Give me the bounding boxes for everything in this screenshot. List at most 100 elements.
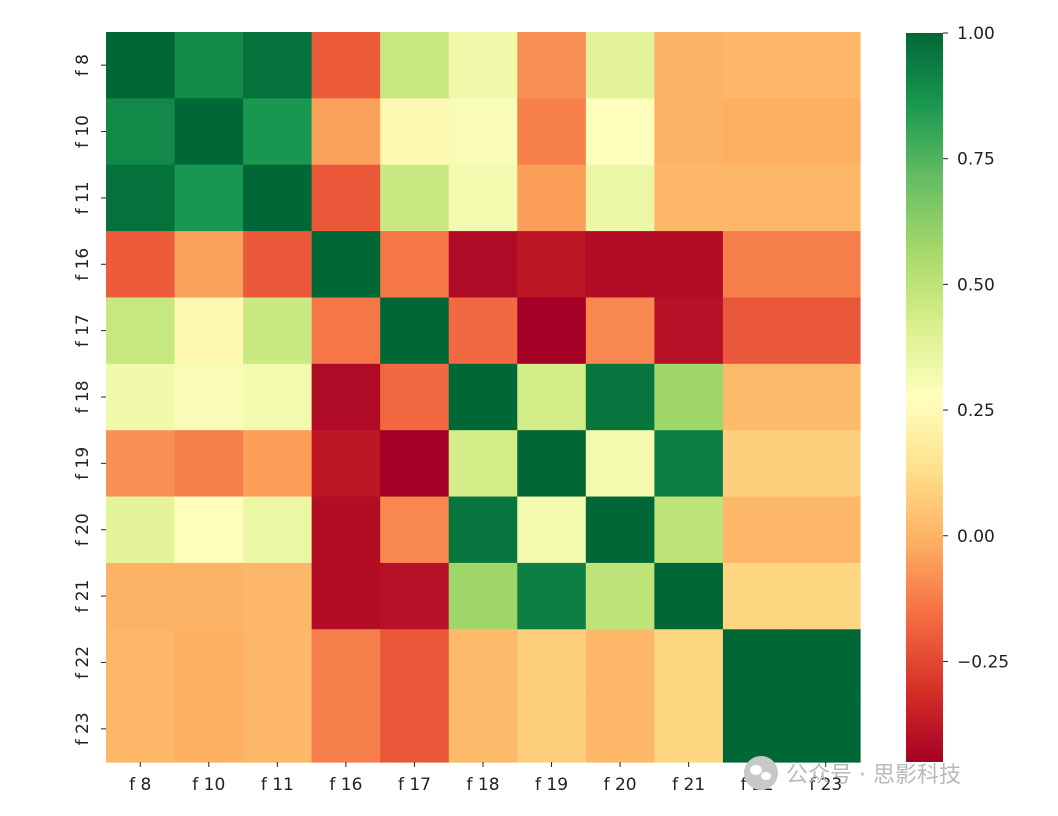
heatmap-cell [311,629,381,697]
heatmap-cell [243,562,313,630]
x-tick-label: f 23 [809,775,842,795]
x-tick-label: f 11 [261,775,294,795]
heatmap-cell [722,231,793,299]
watermark-text: 公众号 · 思影科技 [786,763,961,788]
colorbar-tick-label: 0.00 [957,527,995,547]
heatmap-cell [106,297,176,365]
heatmap-cell [585,562,655,630]
heatmap-cell [517,629,587,697]
colorbar-tick-label: 0.50 [957,275,995,295]
heatmap-cell [585,695,655,763]
y-tick-label: f 19 [73,447,93,480]
heatmap-cell [585,430,655,498]
heatmap-cell [654,562,724,630]
heatmap-cell [243,496,313,564]
heatmap-cell [722,562,793,630]
heatmap-cell [106,363,176,431]
heatmap-cell [585,629,655,697]
heatmap-cell [448,231,518,299]
heatmap-cell [448,695,518,763]
heatmap-cell [380,32,450,99]
heatmap-cell [722,430,793,498]
heatmap-cell [311,98,381,166]
heatmap-cell [791,629,861,697]
heatmap-cell [311,430,381,498]
heatmap-cell [654,363,724,431]
heatmap-cell [585,231,655,299]
heatmap-cell [791,231,861,299]
heatmap-cell [380,562,450,630]
y-axis-tick-labels: f 8 f 10 f 11 f 16 f 17 f 18 f 19 f 20 f 21 f 22 f… [73,54,106,745]
y-tick-label: f 8 [73,54,93,76]
x-tick-label: f 18 [466,775,499,795]
heatmap-cell [380,363,450,431]
heatmap-cell [106,32,176,99]
heatmap-cell [380,496,450,564]
heatmap-cell [311,32,381,99]
heatmap-cell [654,297,724,365]
x-tick-label: f 8 [129,775,151,795]
heatmap-cell [243,695,313,763]
heatmap-cell [585,297,655,365]
heatmap-cell [174,562,244,630]
y-tick-label: f 18 [73,380,93,413]
heatmap-cell [174,430,244,498]
heatmap-cell [517,164,587,232]
heatmap-cell [380,297,450,365]
heatmap-cell [517,430,587,498]
heatmap-cell [243,32,313,99]
heatmap-cell [517,32,587,99]
wechat-icon [744,756,778,790]
y-tick-label: f 20 [73,513,93,546]
heatmap-cell [380,430,450,498]
heatmap-cell [106,496,176,564]
heatmap-cell [380,629,450,697]
heatmap-cell [654,231,724,299]
heatmap-cell [448,430,518,498]
heatmap-cell [722,297,793,365]
heatmap-cell [517,98,587,166]
heatmap-cell [106,231,176,299]
heatmap-cell [380,164,450,232]
heatmap-cell [243,231,313,299]
colorbar-tick-label: 1.00 [957,24,995,44]
heatmap-cell [174,164,244,232]
heatmap-cell [722,629,793,697]
heatmap-cell [448,629,518,697]
heatmap-cell [311,297,381,365]
colorbar-tick-label: 0.75 [957,150,995,170]
x-tick-label: f 20 [604,775,637,795]
heatmap-cell [517,363,587,431]
heatmap-cell [791,363,861,431]
y-tick-label: f 22 [73,646,93,679]
x-axis-tick-labels: f 8f 10f 11f 16f 17f 18f 19f 20f 21f 22f… [129,762,842,795]
colorbar-ticks: 1.00 0.75 0.50 0.25 0.00 −0.25 [943,24,1009,672]
heatmap-cell [722,32,793,99]
x-tick-label: f 21 [672,775,705,795]
heatmap-cell [791,562,861,630]
heatmap-cell [311,496,381,564]
heatmap-cell [380,231,450,299]
heatmap-cell [311,695,381,763]
heatmap-cell [791,32,861,99]
heatmap-cell [791,496,861,564]
heatmap-cell [517,231,587,299]
heatmap-cell [448,363,518,431]
y-tick-label: f 17 [73,314,93,347]
heatmap-cell [311,562,381,630]
x-tick-label: f 16 [329,775,362,795]
x-tick-label: f 17 [398,775,431,795]
heatmap-cell [380,695,450,763]
heatmap-cell [106,430,176,498]
heatmap-cell [243,363,313,431]
heatmap-cell [585,98,655,166]
heatmap-cell [106,629,176,697]
heatmap-cell [106,164,176,232]
heatmap-cell [654,164,724,232]
heatmap-cell [722,695,793,763]
heatmap-cell [585,32,655,99]
heatmap-cell [311,164,381,232]
x-tick-label: f 10 [192,775,225,795]
heatmap-cell [243,430,313,498]
